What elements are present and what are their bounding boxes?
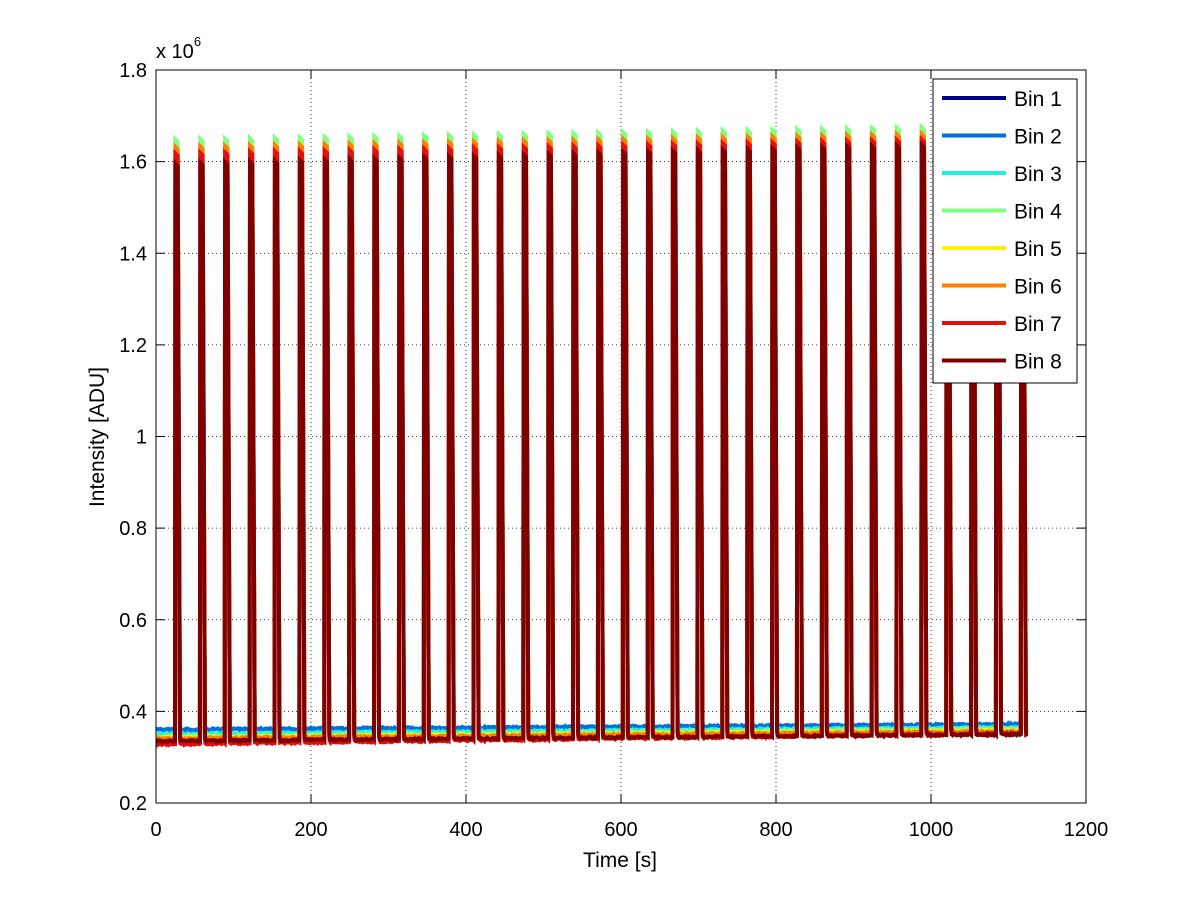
x-tick-labels: 0 200 400 600 800 1000 1200	[150, 819, 1108, 841]
y-axis-label: Intensity [ADU]	[86, 367, 109, 507]
y-multiplier-label: x 106	[156, 34, 201, 63]
y-tick-labels: 0.2 0.4 0.6 0.8 1 1.2 1.4 1.6 1.8	[119, 60, 147, 815]
series-line-bin-8	[156, 137, 1029, 745]
legend-label: Bin 1	[1014, 88, 1062, 111]
x-tick-label: 200	[294, 819, 327, 841]
legend-label: Bin 7	[1014, 313, 1062, 336]
y-tick-label: 0.8	[119, 518, 147, 540]
y-tick-label: 0.2	[119, 793, 147, 815]
x-tick-label: 0	[150, 819, 161, 841]
x-tick-label: 800	[759, 819, 792, 841]
x-tick-label: 1000	[909, 819, 954, 841]
y-tick-label: 1.8	[119, 60, 147, 82]
legend: Bin 1 Bin 2 Bin 3 Bin 4 Bin 5 Bin 6 Bin 7 Bin 8	[932, 78, 1078, 384]
y-multiplier-base: x 10	[156, 41, 194, 63]
legend-box	[932, 78, 1078, 384]
legend-item: Bin 7	[942, 313, 1062, 336]
axis-ticks	[155, 69, 1087, 804]
legend-label: Bin 8	[1014, 351, 1062, 374]
legend-label: Bin 2	[1014, 126, 1062, 149]
y-multiplier-exponent: 6	[194, 34, 201, 49]
y-tick-label: 1.2	[119, 335, 147, 357]
legend-item: Bin 6	[942, 276, 1062, 299]
legend-label: Bin 3	[1014, 163, 1062, 186]
x-tick-label: 400	[449, 819, 482, 841]
x-tick-label: 1200	[1064, 819, 1109, 841]
x-axis-label: Time [s]	[583, 849, 657, 872]
legend-item: Bin 8	[942, 351, 1062, 374]
x-tick-label: 600	[604, 819, 637, 841]
legend-item: Bin 5	[942, 238, 1062, 261]
y-tick-label: 1.6	[119, 152, 147, 174]
y-tick-label: 0.6	[119, 610, 147, 632]
legend-item: Bin 2	[942, 126, 1062, 149]
plot-area	[156, 121, 1029, 748]
y-tick-label: 0.4	[119, 701, 147, 723]
legend-item: Bin 4	[942, 201, 1062, 224]
legend-label: Bin 4	[1014, 201, 1062, 224]
y-tick-label: 1.4	[119, 243, 147, 265]
legend-item: Bin 1	[942, 88, 1062, 111]
y-tick-label: 1	[136, 427, 147, 449]
legend-item: Bin 3	[942, 163, 1062, 186]
legend-label: Bin 5	[1014, 238, 1062, 261]
legend-label: Bin 6	[1014, 276, 1062, 299]
series-layer	[156, 121, 1029, 748]
